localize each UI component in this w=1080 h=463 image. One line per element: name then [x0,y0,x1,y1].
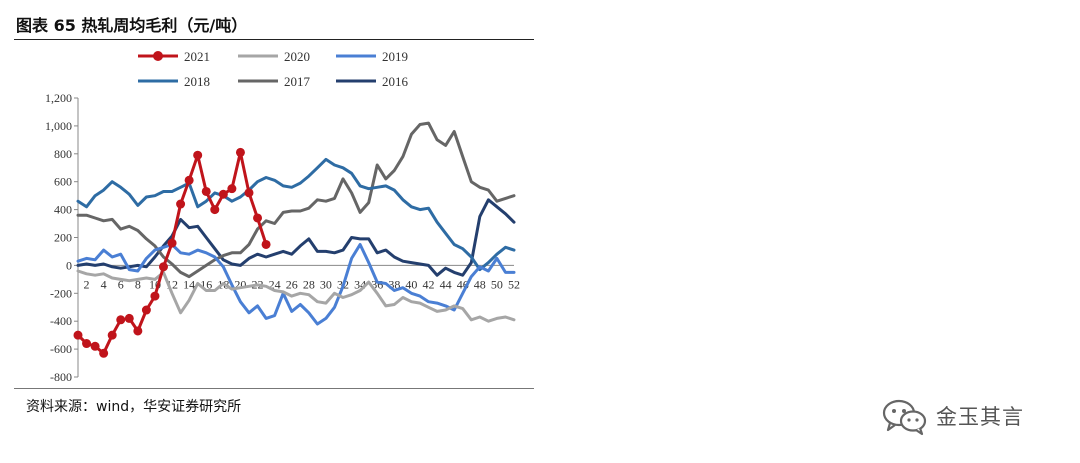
data-point-2021 [261,239,271,249]
y-tick-label: 400 [54,203,72,217]
legend-marker-2021 [153,51,163,61]
x-tick-label: 8 [135,277,141,291]
y-tick-label: -800 [50,370,72,384]
data-point-2021 [141,305,151,315]
data-point-2021 [133,326,143,336]
legend-label-2017: 2017 [284,74,311,89]
series-line-2016 [76,198,516,277]
data-point-2021 [176,199,186,209]
chart-title: 图表 65 热轧周均毛利（元/吨） [16,16,248,35]
watermark: 金玉其言 [882,392,1062,440]
chart-frame: -800 -600 -400 -200 0 200 400 600 800 1,000 1,200 2… [14,40,534,389]
data-point-2021 [116,315,126,325]
data-point-2021 [73,330,83,340]
x-tick-label: 52 [508,277,520,291]
legend-label-2019: 2019 [382,49,408,64]
chart-svg: -800 -600 -400 -200 0 200 400 600 800 1,000 1,200 2… [45,49,520,384]
x-tick-label: 6 [118,277,124,291]
data-point-2021 [210,205,220,215]
y-tick-label: -400 [50,314,72,328]
x-tick-label: 40 [405,277,417,291]
data-point-2021 [201,186,211,196]
data-point-2021 [99,348,109,358]
series-line-2019 [76,243,516,326]
y-tick-label: 0 [66,258,72,272]
data-point-2021 [244,188,254,198]
x-tick-label: 48 [474,277,486,291]
data-point-2021 [235,147,245,157]
y-tick-label: -200 [50,286,72,300]
x-tick-label: 50 [491,277,503,291]
x-tick-label: 28 [303,277,315,291]
x-tick-label: 44 [440,277,452,291]
source-note: 资料来源：wind，华安证券研究所 [26,399,242,415]
legend-label-2021: 2021 [184,49,210,64]
data-point-2021 [193,150,203,160]
data-point-2021 [124,313,134,323]
data-point-2021 [82,339,92,349]
data-point-2021 [90,341,100,351]
series-line-2017 [76,121,516,279]
y-tick-label: 200 [54,231,72,245]
x-tick-label: 26 [286,277,298,291]
x-tick-label: 14 [183,277,195,291]
x-tick-label: 2 [84,277,90,291]
figure-header: 图表 65 热轧周均毛利（元/吨） [14,8,534,40]
data-point-2021 [158,262,168,272]
y-tick-label: -600 [50,342,72,356]
data-point-2021 [150,291,160,301]
data-point-2021 [184,175,194,185]
data-point-2021 [227,184,237,194]
x-tick-label: 30 [320,277,332,291]
x-tick-label: 42 [423,277,435,291]
y-tick-label: 1,200 [45,91,72,105]
data-point-2021 [253,213,263,223]
y-tick-label: 800 [54,147,72,161]
y-tick-label: 600 [54,175,72,189]
legend-label-2018: 2018 [184,74,210,89]
data-point-2021 [167,238,177,248]
data-point-2021 [218,189,228,199]
wechat-icon [882,399,927,436]
x-tick-label: 4 [101,277,107,291]
watermark-text: 金玉其言 [936,405,1024,429]
legend-label-2016: 2016 [382,74,409,89]
y-tick-label: 1,000 [45,119,72,133]
series-line-2018 [76,157,516,272]
legend-label-2020: 2020 [284,49,310,64]
data-point-2021 [107,330,117,340]
series-line-2020 [76,269,516,323]
